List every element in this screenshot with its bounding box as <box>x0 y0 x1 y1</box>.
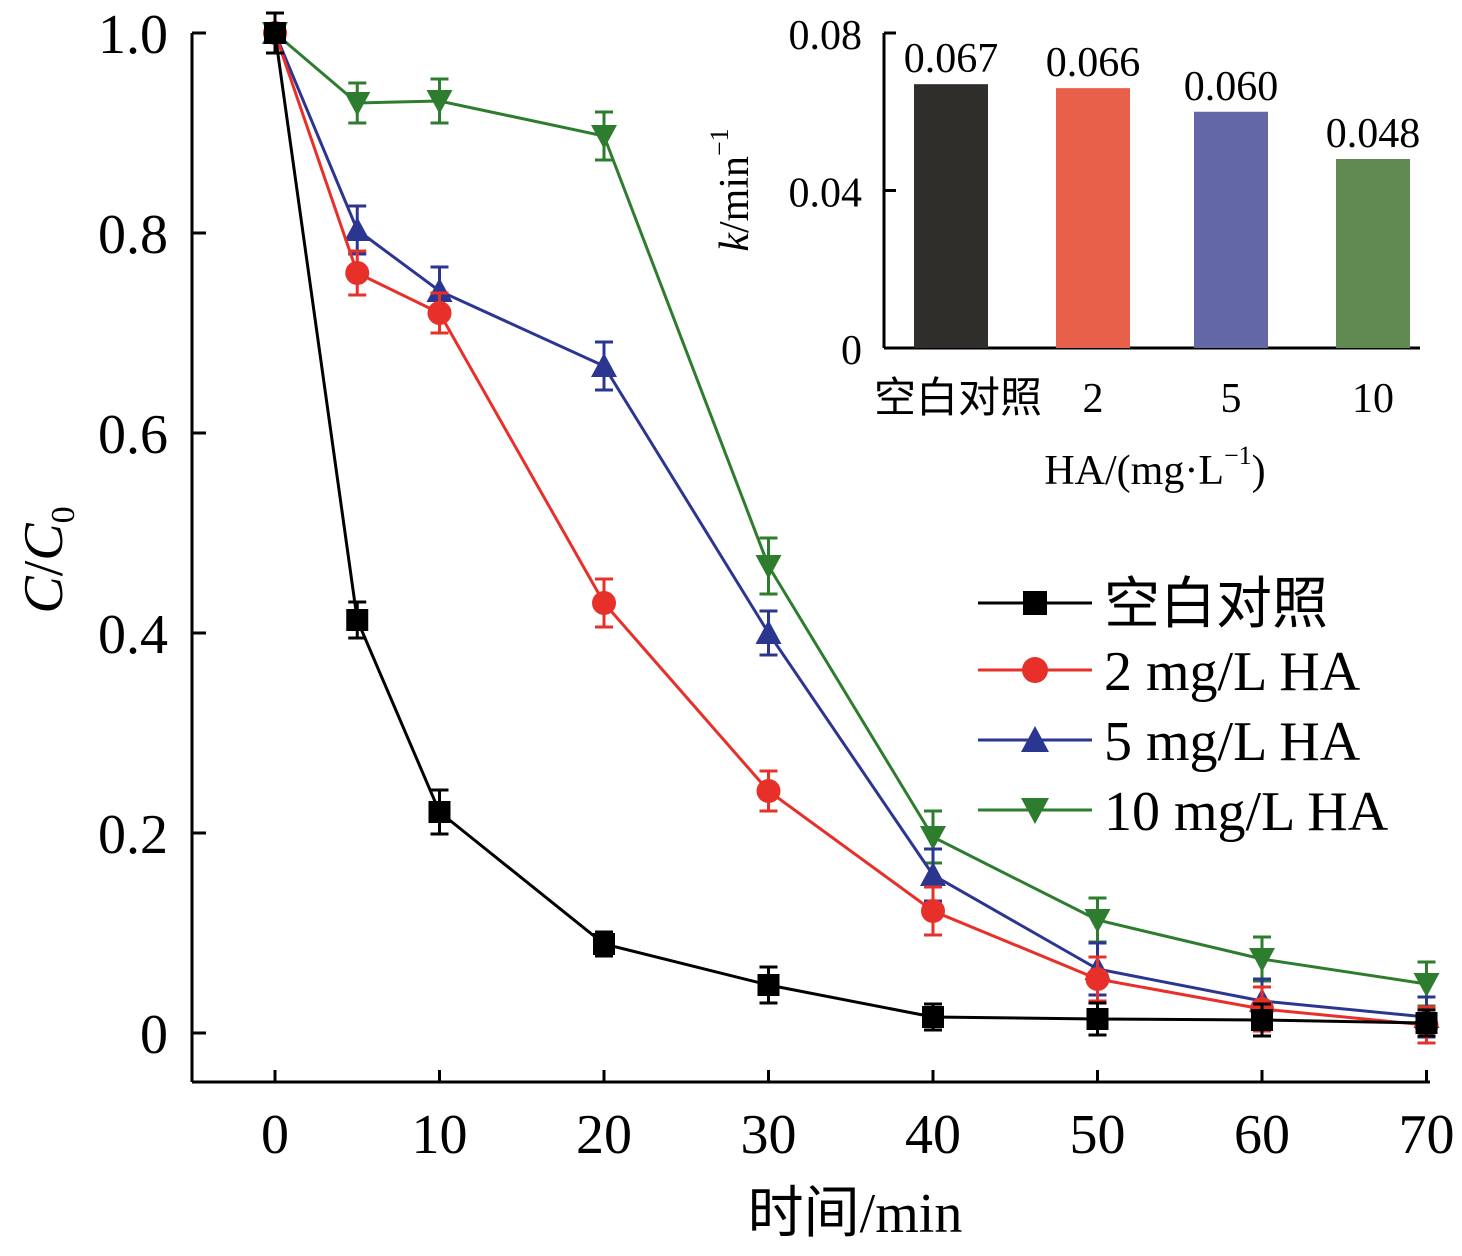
data-point <box>920 862 946 886</box>
y-axis-title-c0: C <box>13 523 75 561</box>
svg-text:k/min−1: k/min−1 <box>705 128 758 251</box>
data-point <box>920 826 946 850</box>
inset-y-title-unit: /min <box>712 156 758 233</box>
main-plot: 0 10 20 30 40 50 60 70 00.20.40.60.81.0 时间/min … <box>13 4 1455 1245</box>
data-point <box>757 974 780 996</box>
series-0 <box>264 11 1438 1038</box>
bar-value-label: 0.048 <box>1326 111 1421 157</box>
data-point <box>1086 1008 1109 1030</box>
data-point <box>755 620 782 644</box>
data-point <box>592 591 616 615</box>
inset-bar-chart: 0 0.04 0.08 0.067 空白对照 0.066 2 0.060 5 0.048 10 k… <box>705 13 1420 494</box>
bar <box>914 84 988 348</box>
bar-category-label: 5 <box>1221 376 1242 422</box>
data-point <box>591 125 617 149</box>
inset-y-axis-title: k/min−1 <box>705 128 758 251</box>
x-tick-label: 10 <box>412 1104 468 1166</box>
bar-value-label: 0.067 <box>904 36 999 82</box>
series-group <box>262 11 1440 1045</box>
inset-x-axis-title: HA/(mg·L−1) <box>1044 441 1265 494</box>
bar <box>1056 88 1130 348</box>
inset-y-tick-label: 0.04 <box>789 171 863 217</box>
y-axis-title-c: C <box>13 576 75 614</box>
bar-category-label: 2 <box>1083 376 1104 422</box>
y-axis-title-sub: 0 <box>45 506 82 523</box>
inset-y-title-k: k <box>712 232 758 252</box>
data-point <box>921 899 945 923</box>
x-tick-label: 30 <box>741 1104 797 1166</box>
data-point <box>264 22 286 44</box>
legend-marker <box>1022 657 1048 683</box>
inset-y-axis-ticks: 0 0.04 0.08 <box>789 13 896 374</box>
data-point <box>426 278 453 302</box>
inset-x-title-main: HA/(mg·L <box>1044 448 1224 494</box>
data-point <box>755 555 782 579</box>
legend-label: 空白对照 <box>1104 572 1328 637</box>
bar-category-label: 空白对照 <box>874 373 1042 422</box>
data-point <box>428 801 451 823</box>
data-point <box>1084 909 1111 933</box>
data-point <box>1413 973 1440 997</box>
inset-bars: 0.067 空白对照 0.066 2 0.060 5 0.048 10 <box>874 36 1420 422</box>
x-tick-label: 70 <box>1399 1104 1455 1166</box>
data-point <box>344 217 371 241</box>
y-axis-title: C/C0 <box>13 506 82 613</box>
bar <box>1194 111 1268 348</box>
x-tick-label: 50 <box>1070 1104 1126 1166</box>
data-point <box>593 933 615 955</box>
bar <box>1336 159 1410 348</box>
svg-text:C/C0: C/C0 <box>13 506 82 613</box>
legend-marker <box>1021 726 1049 752</box>
x-axis-title: 时间/min <box>748 1183 963 1245</box>
inset-y-tick-label: 0 <box>841 328 862 374</box>
bar-category-label: 10 <box>1352 376 1394 422</box>
legend-marker <box>1023 591 1047 615</box>
bar-value-label: 0.060 <box>1184 64 1279 110</box>
data-point <box>1251 1009 1273 1031</box>
data-point <box>344 92 371 116</box>
legend-label: 5 mg/L HA <box>1104 711 1361 773</box>
data-point <box>1249 948 1275 972</box>
data-point <box>591 353 617 377</box>
y-tick-label: 1.0 <box>98 4 168 66</box>
legend-label: 10 mg/L HA <box>1104 781 1389 843</box>
legend-label: 2 mg/L HA <box>1104 641 1361 703</box>
x-tick-label: 20 <box>576 1104 632 1166</box>
data-point <box>1415 1012 1438 1034</box>
inset-x-title-close: ) <box>1252 448 1266 494</box>
x-tick-label: 60 <box>1234 1104 1290 1166</box>
bar-value-label: 0.066 <box>1046 40 1141 86</box>
data-point <box>922 1006 944 1028</box>
x-tick-label: 40 <box>905 1104 961 1166</box>
inset-y-tick-label: 0.08 <box>789 13 863 59</box>
data-point <box>426 90 453 114</box>
data-point <box>345 261 370 285</box>
data-point <box>756 779 781 803</box>
data-point <box>1085 967 1110 991</box>
y-tick-label: 0.4 <box>98 604 168 666</box>
y-tick-label: 0 <box>140 1004 168 1066</box>
y-tick-label: 0.8 <box>98 204 168 266</box>
x-axis-ticks: 0 10 20 30 40 50 60 70 <box>261 1070 1455 1166</box>
data-point <box>427 301 452 325</box>
legend-marker <box>1021 798 1049 824</box>
data-point <box>346 609 369 631</box>
inset-x-title-sup: −1 <box>1224 441 1252 470</box>
y-tick-label: 0.2 <box>98 804 168 866</box>
y-tick-label: 0.6 <box>98 404 168 466</box>
inset-y-title-sup: −1 <box>705 128 734 156</box>
y-axis-ticks: 0 0.2 0.4 0.6 0.8 1.0 <box>98 4 206 1066</box>
x-tick-label: 0 <box>261 1104 289 1166</box>
